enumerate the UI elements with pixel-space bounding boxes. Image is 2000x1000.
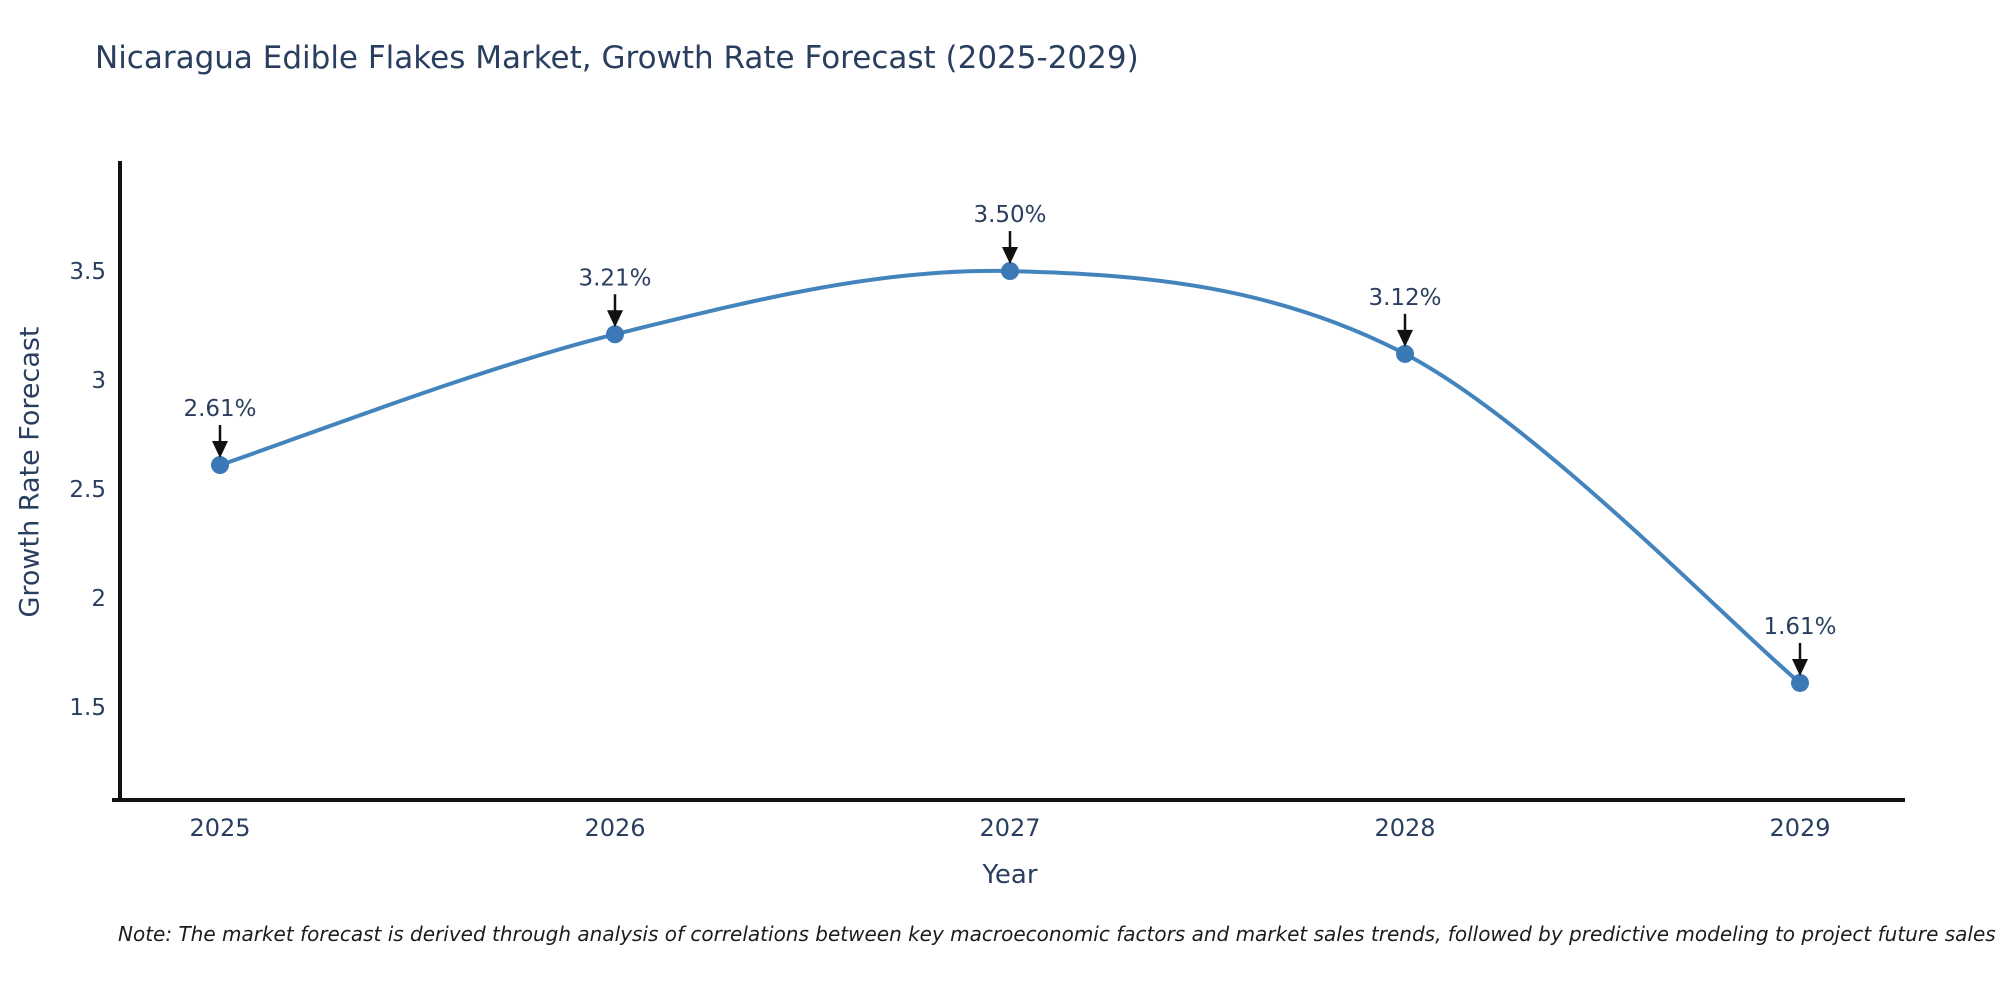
y-tick-label: 2.5 [69, 477, 106, 503]
x-tick-label: 2025 [189, 814, 250, 842]
x-tick-label: 2027 [979, 814, 1040, 842]
data-point-label: 3.12% [1368, 285, 1441, 311]
data-point-label: 2.61% [183, 396, 256, 422]
y-axis-title: Growth Rate Forecast [14, 326, 46, 618]
annotation-arrow-head [607, 310, 623, 328]
y-tick-label: 2 [91, 586, 106, 612]
data-point-label: 1.61% [1763, 614, 1836, 640]
data-point-marker [1001, 262, 1019, 281]
y-tick-label: 3.5 [69, 259, 106, 285]
y-tick-label: 3 [91, 368, 106, 394]
annotation-arrow-head [1397, 329, 1413, 347]
x-tick-label: 2029 [1769, 814, 1830, 842]
footnote: Note: The market forecast is derived thr… [118, 922, 1996, 946]
data-point-marker [1791, 673, 1809, 692]
forecast-line [218, 268, 1802, 685]
annotation-arrow-head [1002, 247, 1018, 265]
x-tick-label: 2028 [1374, 814, 1435, 842]
x-tick-label: 2026 [584, 814, 645, 842]
annotation-arrow-head [1792, 658, 1808, 676]
data-point-marker [211, 456, 229, 475]
data-point-marker [1396, 344, 1414, 363]
y-tick-label: 1.5 [69, 695, 106, 721]
chart-title: Nicaragua Edible Flakes Market, Growth R… [95, 40, 1139, 76]
data-point-label: 3.50% [973, 202, 1046, 228]
data-point-marker [606, 325, 624, 344]
data-point-label: 3.21% [578, 265, 651, 291]
annotation-arrow-head [212, 441, 228, 459]
x-axis-title: Year [982, 860, 1038, 890]
